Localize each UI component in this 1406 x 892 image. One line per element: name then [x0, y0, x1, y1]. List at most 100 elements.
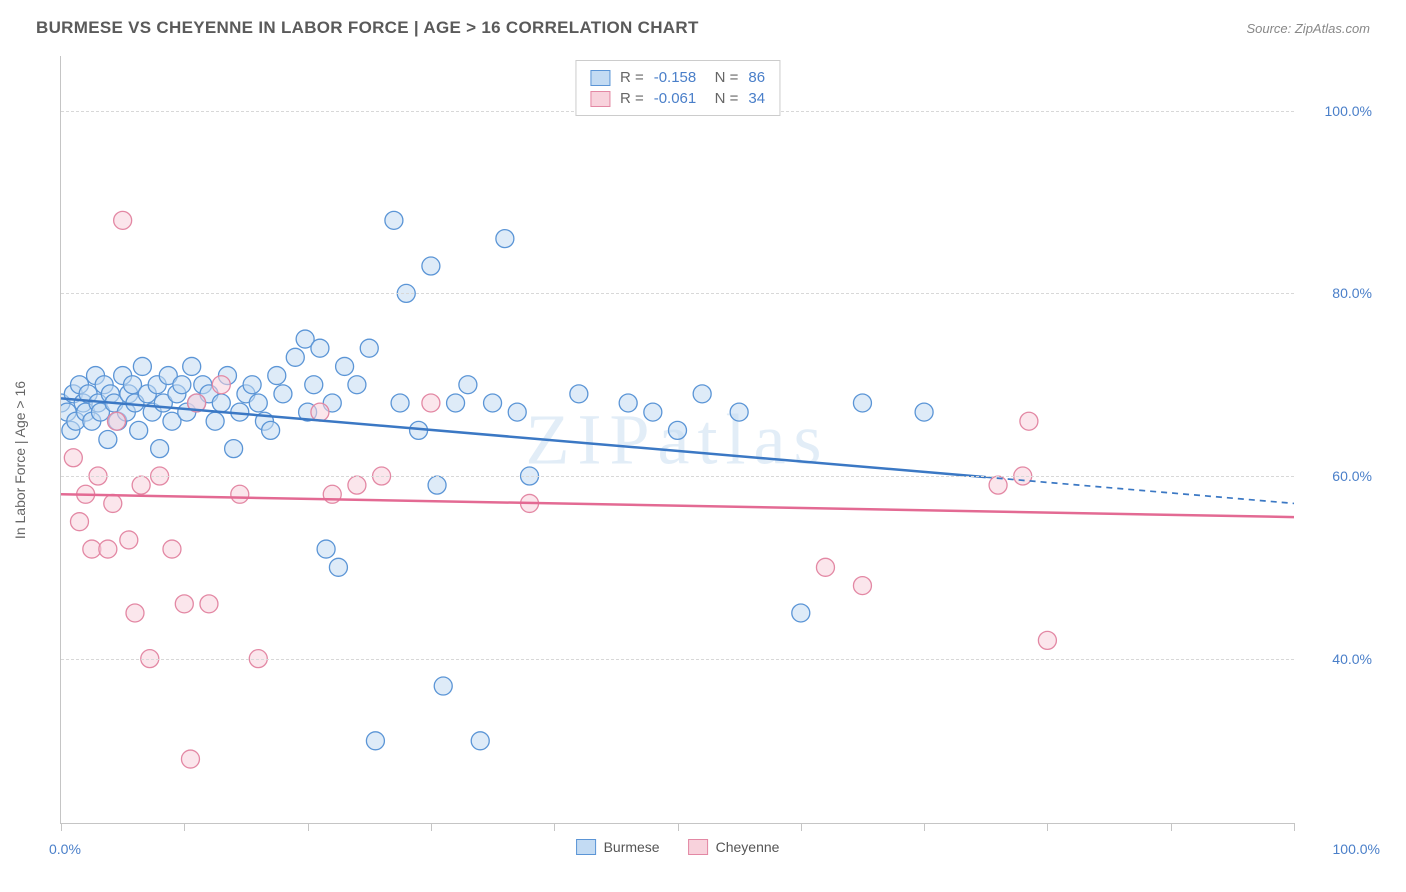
legend-n-label: N =: [706, 69, 738, 86]
legend-row-cheyenne: R = -0.061 N = 34: [590, 88, 765, 109]
data-point: [317, 540, 335, 558]
data-point: [336, 357, 354, 375]
data-point: [311, 339, 329, 357]
x-tick: [554, 823, 555, 831]
data-point: [130, 421, 148, 439]
data-point: [434, 677, 452, 695]
data-point: [114, 211, 132, 229]
data-point: [99, 431, 117, 449]
data-point: [173, 376, 191, 394]
data-point: [348, 476, 366, 494]
x-tick: [184, 823, 185, 831]
data-point: [200, 595, 218, 613]
data-point: [471, 732, 489, 750]
x-tick: [1047, 823, 1048, 831]
legend-item-cheyenne: Cheyenne: [688, 839, 780, 855]
correlation-legend: R = -0.158 N = 86 R = -0.061 N = 34: [575, 60, 780, 116]
legend-r-label: R =: [620, 90, 644, 107]
x-tick: [61, 823, 62, 831]
plot-region: ZIPatlas R = -0.158 N = 86 R = -0.061 N …: [60, 56, 1294, 824]
scatter-svg: [61, 56, 1294, 823]
data-point: [853, 577, 871, 595]
data-point: [181, 750, 199, 768]
data-point: [853, 394, 871, 412]
x-tick: [801, 823, 802, 831]
data-point: [428, 476, 446, 494]
data-point: [391, 394, 409, 412]
data-point: [570, 385, 588, 403]
legend-r-value: -0.061: [654, 90, 697, 107]
data-point: [120, 531, 138, 549]
swatch-blue-icon: [576, 839, 596, 855]
legend-label: Cheyenne: [716, 839, 780, 855]
legend-r-label: R =: [620, 69, 644, 86]
data-point: [132, 476, 150, 494]
data-point: [286, 348, 304, 366]
x-axis-min-label: 0.0%: [49, 841, 81, 857]
legend-row-burmese: R = -0.158 N = 86: [590, 67, 765, 88]
data-point: [151, 440, 169, 458]
data-point: [422, 394, 440, 412]
data-point: [915, 403, 933, 421]
chart-title: BURMESE VS CHEYENNE IN LABOR FORCE | AGE…: [36, 18, 699, 38]
data-point: [163, 540, 181, 558]
x-tick: [431, 823, 432, 831]
data-point: [311, 403, 329, 421]
data-point: [508, 403, 526, 421]
data-point: [231, 485, 249, 503]
data-point: [249, 394, 267, 412]
chart-header: BURMESE VS CHEYENNE IN LABOR FORCE | AGE…: [0, 0, 1406, 46]
y-axis-label: In Labor Force | Age > 16: [12, 381, 28, 539]
data-point: [385, 211, 403, 229]
x-tick: [1171, 823, 1172, 831]
data-point: [262, 421, 280, 439]
data-point: [459, 376, 477, 394]
gridline: [61, 659, 1294, 660]
data-point: [107, 412, 125, 430]
data-point: [816, 558, 834, 576]
data-point: [183, 357, 201, 375]
data-point: [792, 604, 810, 622]
data-point: [1038, 631, 1056, 649]
data-point: [693, 385, 711, 403]
data-point: [496, 230, 514, 248]
trend-line: [61, 494, 1294, 517]
data-point: [126, 604, 144, 622]
data-point: [305, 376, 323, 394]
data-point: [225, 440, 243, 458]
data-point: [64, 449, 82, 467]
swatch-blue-icon: [590, 70, 610, 86]
data-point: [348, 376, 366, 394]
data-point: [366, 732, 384, 750]
x-tick: [1294, 823, 1295, 831]
data-point: [274, 385, 292, 403]
data-point: [360, 339, 378, 357]
legend-n-value: 34: [748, 90, 765, 107]
data-point: [206, 412, 224, 430]
gridline: [61, 293, 1294, 294]
legend-n-label: N =: [706, 90, 738, 107]
data-point: [329, 558, 347, 576]
chart-area: In Labor Force | Age > 16 ZIPatlas R = -…: [38, 56, 1378, 864]
data-point: [99, 540, 117, 558]
data-point: [619, 394, 637, 412]
data-point: [447, 394, 465, 412]
data-point: [422, 257, 440, 275]
data-point: [133, 357, 151, 375]
gridline: [61, 476, 1294, 477]
data-point: [730, 403, 748, 421]
y-tick-label: 100.0%: [1325, 103, 1372, 119]
data-point: [212, 394, 230, 412]
x-tick: [678, 823, 679, 831]
legend-item-burmese: Burmese: [576, 839, 660, 855]
data-point: [70, 513, 88, 531]
x-tick: [308, 823, 309, 831]
data-point: [268, 367, 286, 385]
legend-r-value: -0.158: [654, 69, 697, 86]
trend-line-dashed: [986, 477, 1294, 503]
chart-source: Source: ZipAtlas.com: [1246, 21, 1370, 36]
swatch-pink-icon: [688, 839, 708, 855]
legend-label: Burmese: [604, 839, 660, 855]
y-tick-label: 80.0%: [1332, 285, 1372, 301]
x-tick: [924, 823, 925, 831]
